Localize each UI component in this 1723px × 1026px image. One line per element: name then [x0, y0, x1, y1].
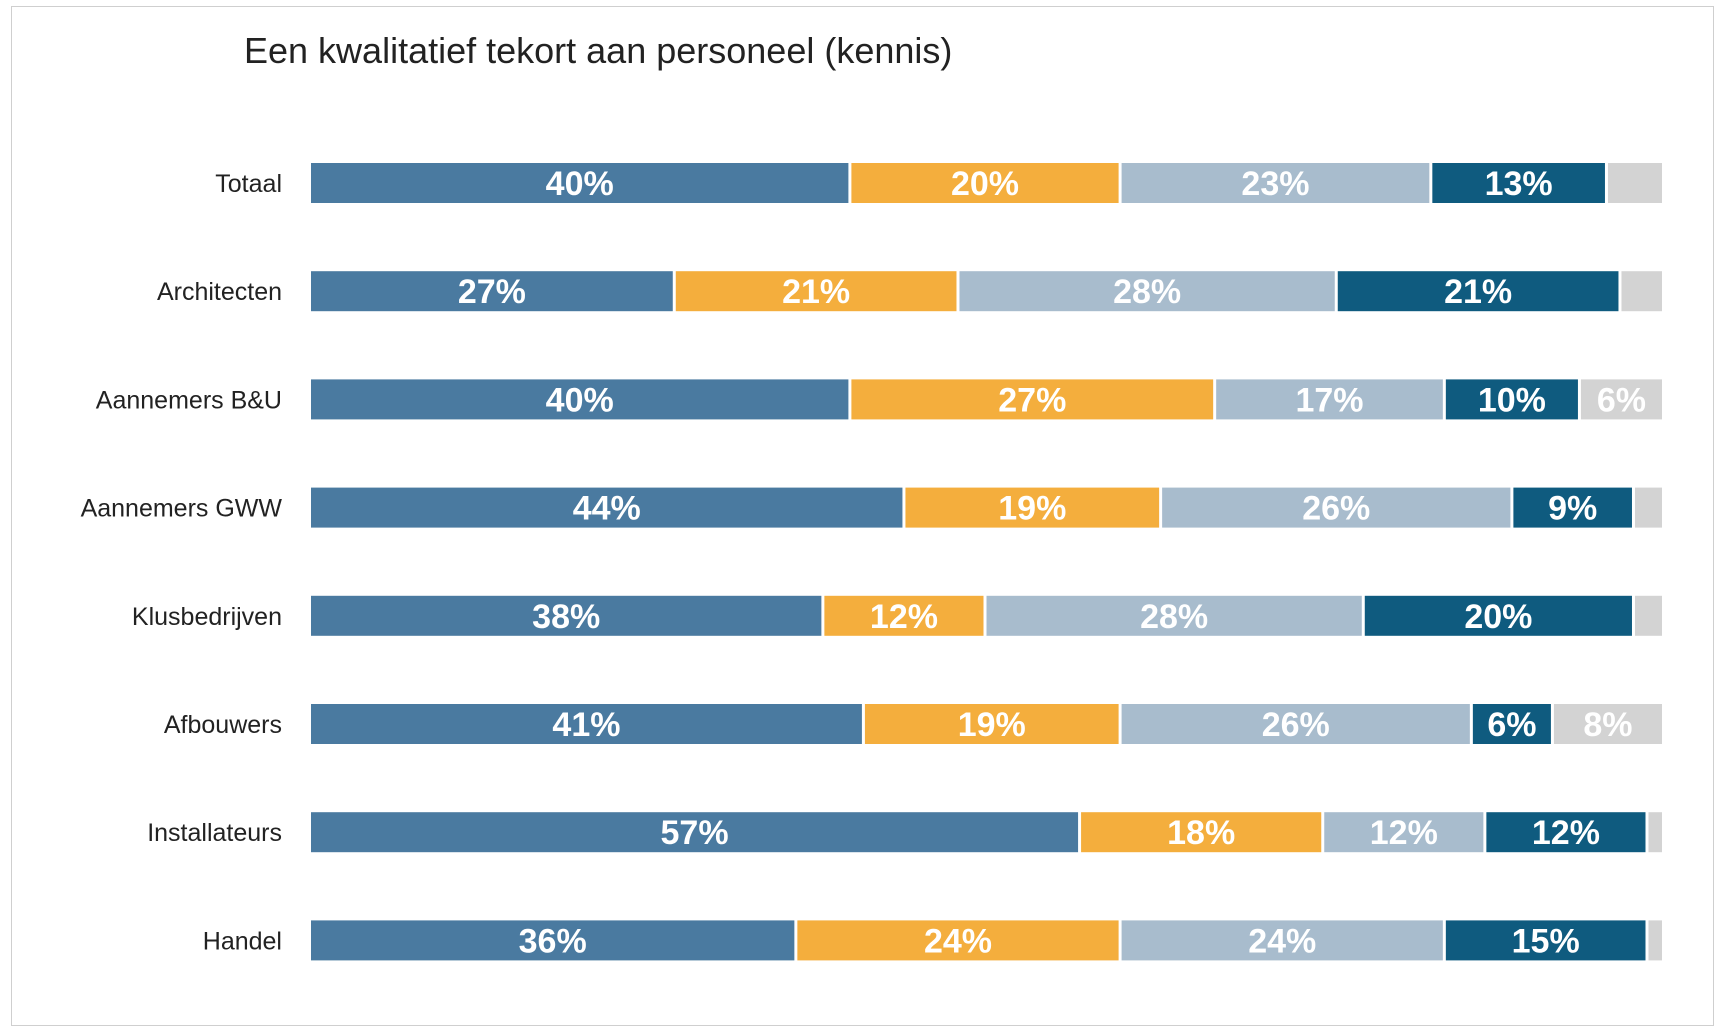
bar-segment — [1432, 163, 1605, 203]
data-label: 17% — [1295, 381, 1363, 419]
bar-segment — [1121, 920, 1443, 961]
bar-segment — [311, 379, 849, 420]
bar-segment — [851, 379, 1214, 420]
data-label: 20% — [951, 165, 1019, 203]
data-label: 28% — [1113, 273, 1181, 311]
category-label: Handel — [203, 927, 282, 955]
bar-segment — [1607, 163, 1662, 203]
data-label: 21% — [782, 273, 850, 311]
bar-segment — [1337, 271, 1619, 312]
bar-segment — [1648, 920, 1662, 961]
bar-segment — [311, 920, 795, 961]
data-label: 57% — [661, 814, 729, 852]
data-label: 24% — [1248, 922, 1316, 960]
bar-segment — [1648, 812, 1662, 853]
category-label: Afbouwers — [164, 711, 282, 739]
data-label: 12% — [870, 598, 938, 636]
bar-segment — [1445, 920, 1646, 961]
data-label: 44% — [573, 490, 641, 528]
data-label: 18% — [1167, 814, 1235, 852]
bar-segment — [311, 704, 862, 744]
bar-segment — [1445, 379, 1578, 420]
category-label: Installateurs — [147, 819, 282, 847]
category-label: Architecten — [157, 278, 282, 306]
bar-segment — [1513, 487, 1632, 528]
bar-segment — [1162, 487, 1511, 528]
data-label: 10% — [1478, 381, 1546, 419]
bar-segment — [1634, 487, 1662, 528]
bar-segment — [1621, 271, 1662, 312]
bar-segment — [959, 271, 1335, 312]
bar-segment — [1634, 595, 1662, 636]
data-label: 15% — [1512, 922, 1580, 960]
category-label: Totaal — [215, 170, 282, 198]
data-label: 21% — [1444, 273, 1512, 311]
data-label: 19% — [998, 490, 1066, 528]
data-label: 9% — [1548, 490, 1597, 528]
bar-segment — [1472, 704, 1551, 744]
data-label: 26% — [1262, 706, 1330, 744]
bar-segment — [824, 595, 984, 636]
data-label: 38% — [532, 598, 600, 636]
category-label: Klusbedrijven — [132, 603, 282, 631]
data-label: 6% — [1597, 381, 1646, 419]
data-label: 6% — [1487, 706, 1536, 744]
bar-segment — [311, 595, 822, 636]
bar-segment — [864, 704, 1119, 744]
data-label: 20% — [1464, 598, 1532, 636]
bar-segment — [311, 271, 673, 312]
data-label: 27% — [458, 273, 526, 311]
chart-title: Een kwalitatief tekort aan personeel (ke… — [244, 30, 953, 71]
bar-segment — [1121, 163, 1430, 203]
bar-segment — [1216, 379, 1443, 420]
data-label: 12% — [1532, 814, 1600, 852]
bar-segment — [1324, 812, 1484, 853]
bar-segment — [1121, 704, 1470, 744]
data-label: 36% — [519, 922, 587, 960]
data-label: 40% — [546, 165, 614, 203]
bar-segment — [797, 920, 1119, 961]
bar-segment — [311, 487, 903, 528]
category-label: Aannemers B&U — [96, 386, 282, 414]
bar-segment — [1364, 595, 1632, 636]
bar-segment — [675, 271, 957, 312]
data-label: 13% — [1485, 165, 1553, 203]
bar-segment — [1081, 812, 1322, 853]
bar-segment — [311, 812, 1079, 853]
bar-segment — [986, 595, 1362, 636]
data-label: 26% — [1302, 490, 1370, 528]
bar-segment — [311, 163, 849, 203]
bar-segment — [851, 163, 1119, 203]
data-label: 24% — [924, 922, 992, 960]
category-label: Aannemers GWW — [81, 495, 283, 523]
data-label: 12% — [1370, 814, 1438, 852]
bar-segment — [905, 487, 1160, 528]
data-label: 23% — [1241, 165, 1309, 203]
bar-segment — [1553, 704, 1662, 744]
data-label: 19% — [958, 706, 1026, 744]
data-label: 28% — [1140, 598, 1208, 636]
data-label: 8% — [1583, 706, 1632, 744]
data-label: 41% — [552, 706, 620, 744]
data-label: 40% — [546, 381, 614, 419]
bar-segment — [1486, 812, 1646, 853]
bar-segment — [1580, 379, 1662, 420]
data-label: 27% — [998, 381, 1066, 419]
